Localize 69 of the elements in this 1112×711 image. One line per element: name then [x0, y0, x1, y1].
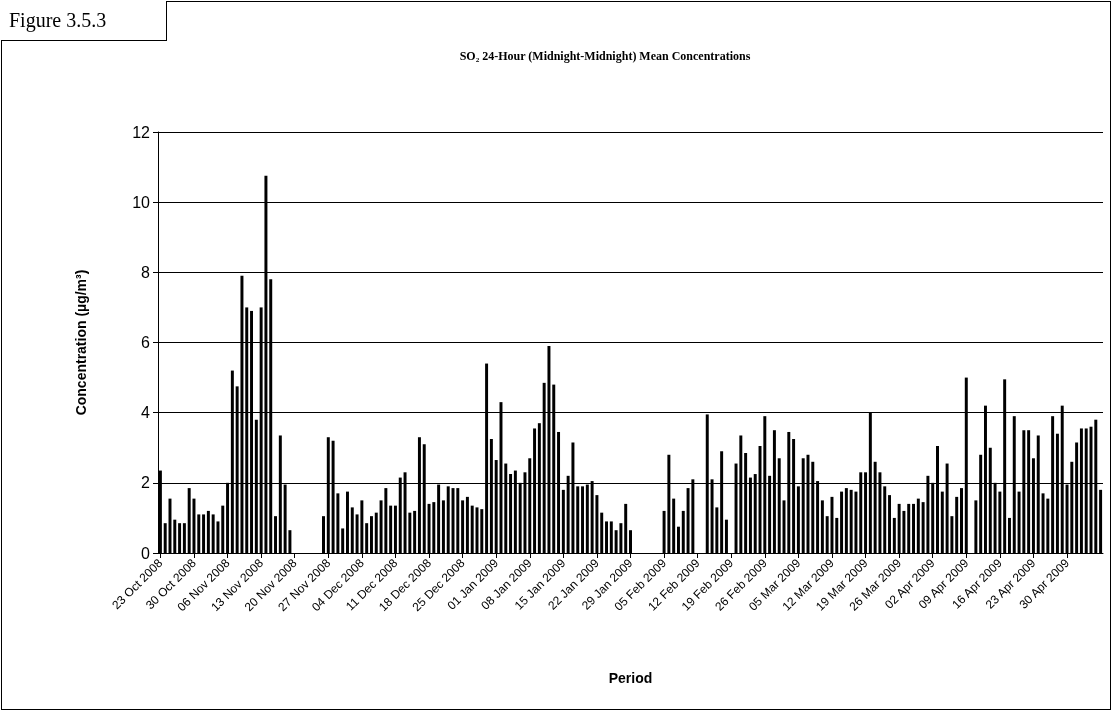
bar	[456, 488, 460, 553]
bar	[907, 503, 911, 553]
bar	[173, 519, 177, 553]
y-tick-label: 4	[141, 404, 151, 422]
bar	[600, 512, 604, 553]
bar	[672, 498, 676, 553]
bar	[187, 488, 191, 553]
bar	[441, 500, 445, 553]
bar	[470, 505, 474, 553]
bar	[197, 514, 201, 553]
y-tick-label: 6	[141, 334, 151, 351]
bar	[341, 528, 345, 553]
bar	[322, 516, 325, 553]
bar	[960, 488, 963, 553]
bar	[163, 523, 167, 553]
bar	[619, 523, 623, 553]
bar	[724, 519, 728, 553]
bar	[676, 526, 680, 553]
y-axis-title: Concentration (µg/m³)	[73, 269, 89, 416]
bar	[1007, 517, 1011, 553]
bar	[465, 496, 469, 553]
bar	[605, 521, 608, 553]
bar	[849, 489, 853, 553]
bar	[350, 507, 354, 553]
caption: Figure 3.5.3	[1, 1, 168, 41]
bar	[1099, 489, 1103, 553]
bar	[374, 512, 378, 553]
bar	[576, 486, 580, 553]
bar	[202, 514, 206, 553]
bar	[211, 514, 215, 553]
bar	[916, 498, 920, 553]
bar	[940, 491, 944, 553]
bar	[892, 517, 896, 553]
y-tick-label: 10	[132, 193, 151, 211]
bar	[345, 491, 349, 553]
y-tick-label: 0	[141, 544, 151, 562]
bar	[221, 505, 225, 553]
bar	[844, 488, 848, 553]
bar	[609, 521, 613, 553]
chart-title: SO₂ 24-Hour (Midnight-Midnight) Mean Concentrations	[459, 49, 751, 63]
y-tick-label: 2	[141, 474, 151, 492]
bar	[854, 491, 858, 553]
bar	[365, 523, 369, 553]
y-tick-label: 12	[132, 123, 151, 141]
bar	[384, 488, 388, 553]
x-axis-title: Period	[608, 670, 653, 686]
bar	[178, 523, 182, 553]
bar	[955, 496, 959, 553]
bar	[369, 516, 373, 553]
bar	[432, 502, 436, 553]
bar	[820, 500, 824, 553]
y-tick-label: 8	[141, 263, 151, 281]
bar	[389, 505, 393, 553]
bar	[912, 503, 916, 553]
bar	[1041, 493, 1045, 553]
bar	[681, 510, 685, 553]
bar	[840, 491, 844, 553]
bar	[888, 495, 892, 553]
bar	[835, 517, 839, 553]
bar	[581, 486, 585, 553]
bar	[480, 509, 484, 553]
bar	[206, 510, 210, 553]
bar	[274, 516, 278, 553]
bar	[624, 503, 628, 553]
bar	[974, 500, 978, 553]
bar	[883, 486, 887, 553]
bar	[413, 510, 417, 553]
bar	[182, 523, 186, 553]
bar	[446, 486, 450, 553]
